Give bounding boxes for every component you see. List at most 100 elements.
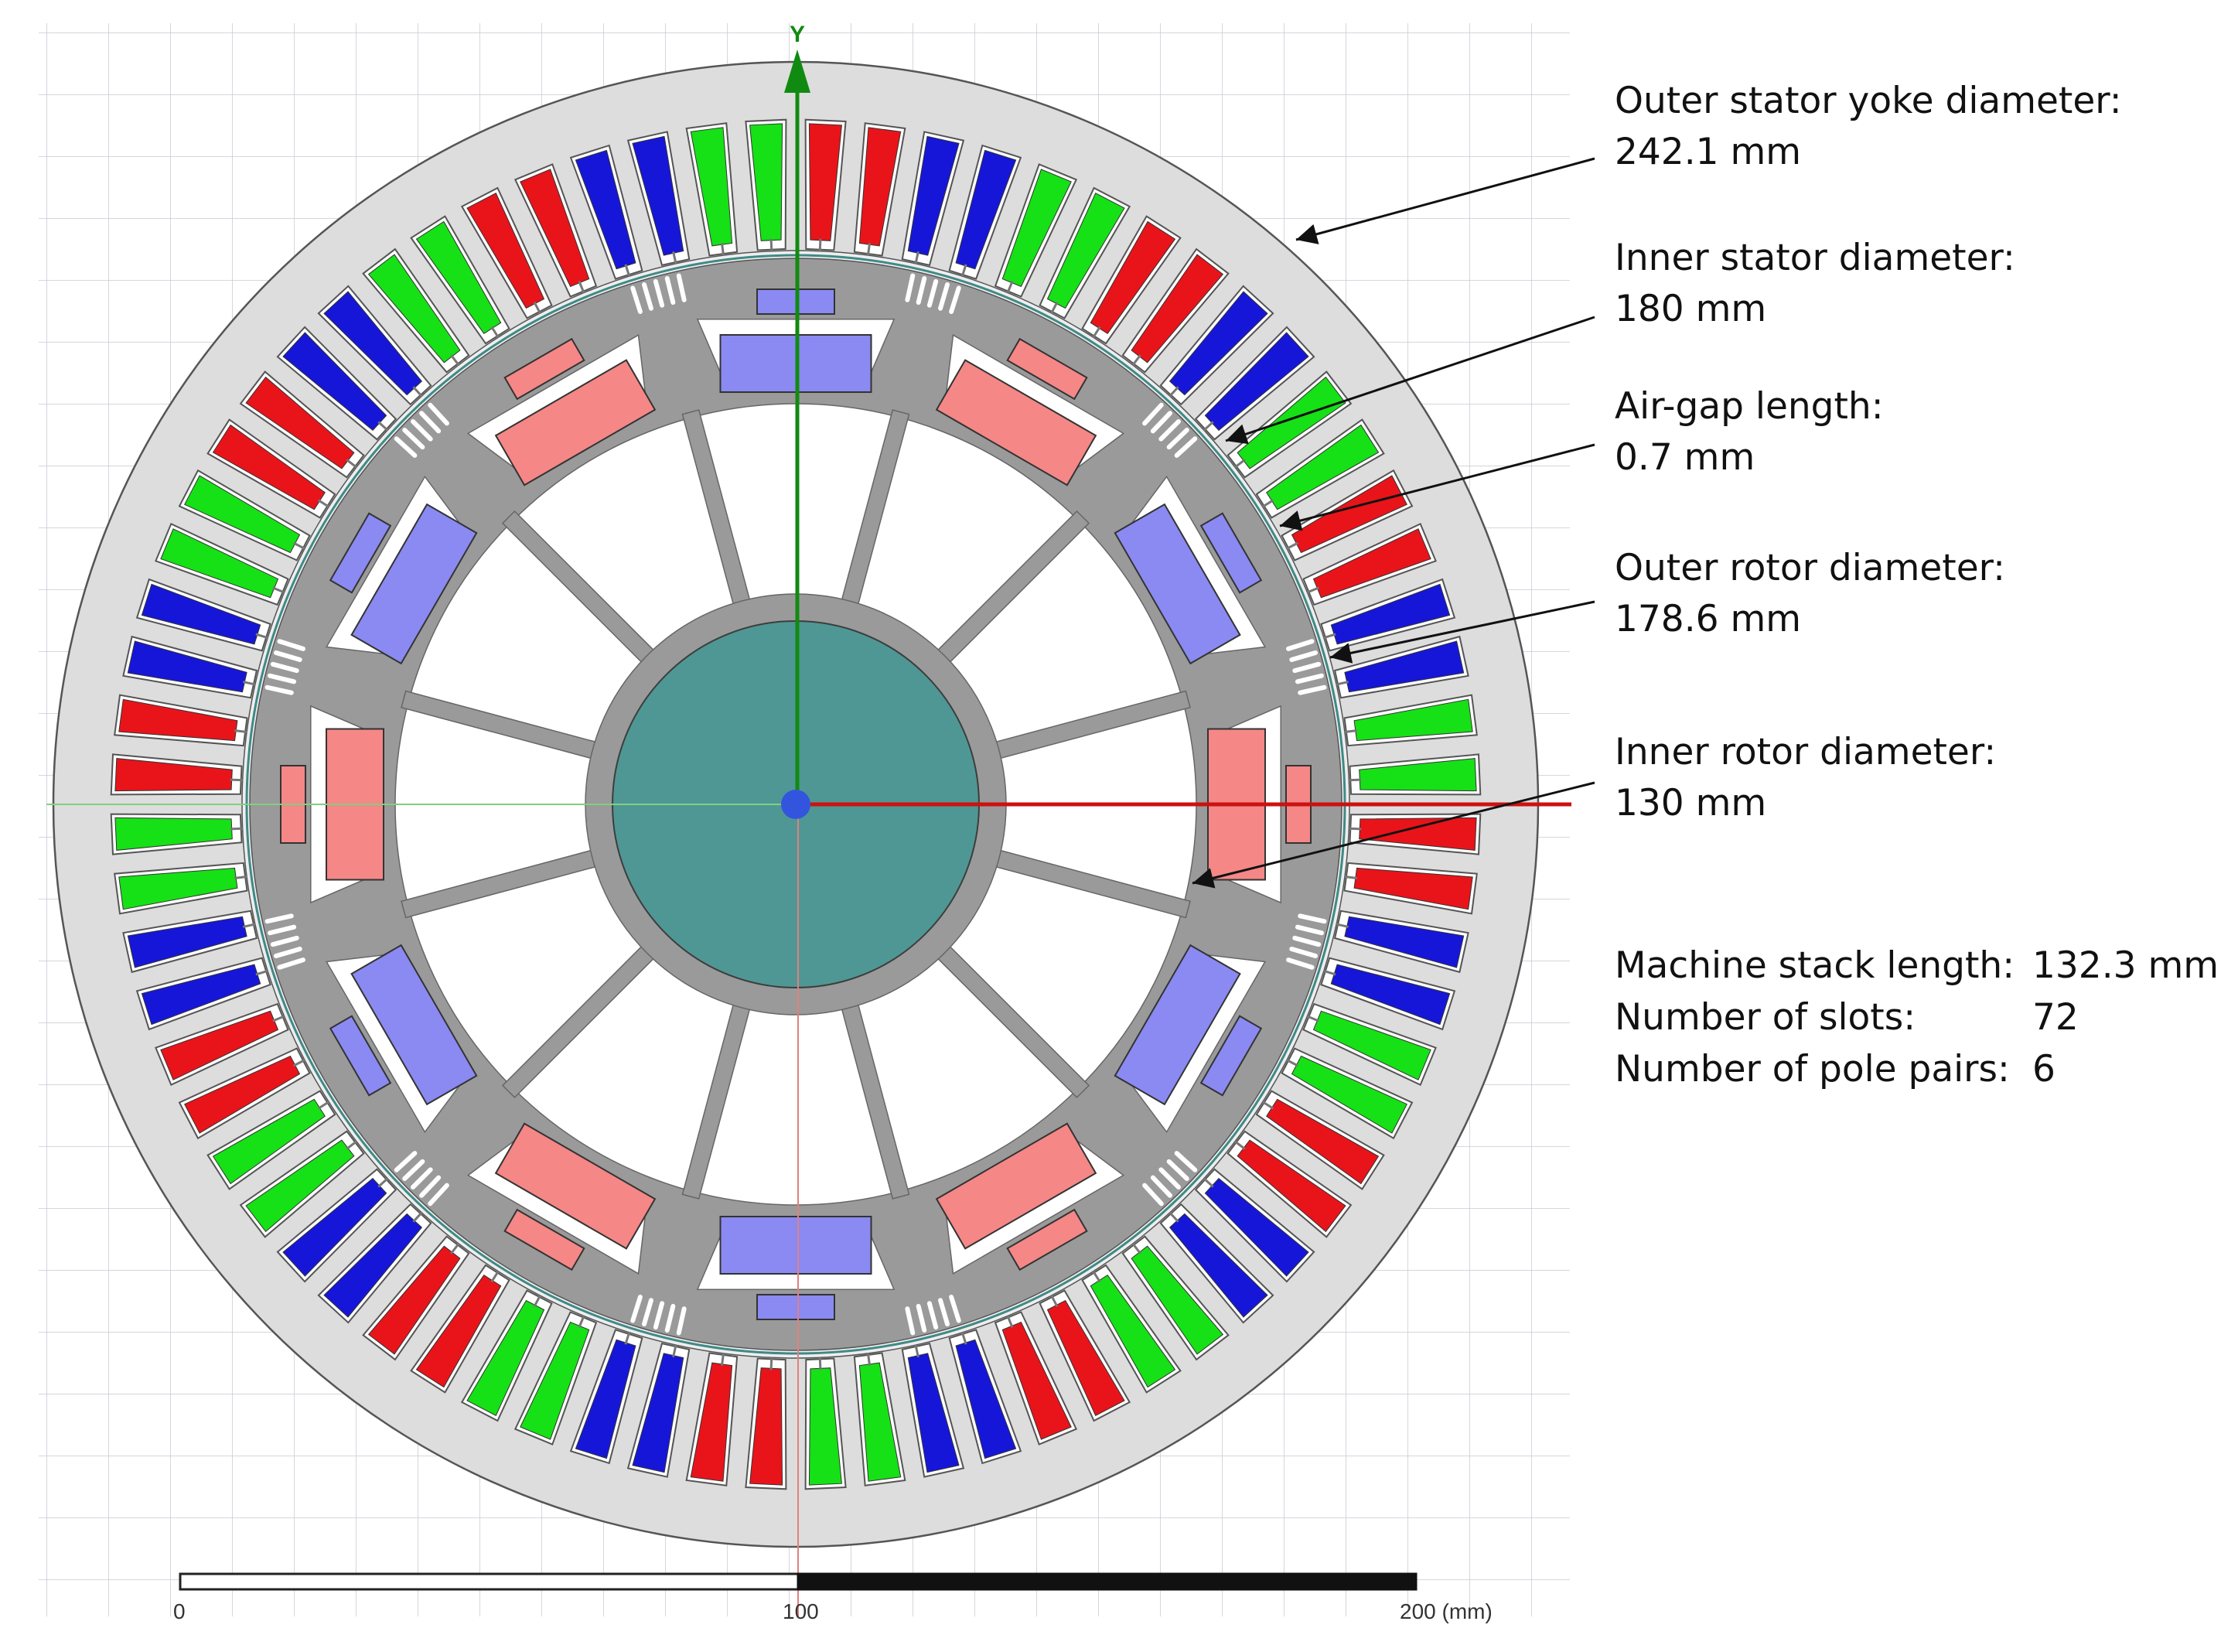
annotation-value: 130 mm: [1615, 782, 1767, 824]
scale-bar-white-segment: [179, 1572, 800, 1591]
slot-opening: [624, 1332, 631, 1345]
winding-66: [415, 220, 502, 334]
spec-label: Number of slots:: [1615, 996, 1916, 1039]
rotor-slit: [1286, 957, 1315, 970]
scale-tick-0: 0: [173, 1599, 186, 1623]
slot-opening: [1262, 499, 1274, 508]
slot-opening: [578, 281, 585, 294]
rotor-slit: [277, 957, 305, 970]
leader-inner-rotor: [1192, 781, 1595, 889]
winding-42: [466, 1299, 545, 1416]
winding-69: [575, 149, 636, 270]
rotor-slit: [411, 1167, 433, 1190]
rotor-slit: [630, 285, 643, 314]
winding-72: [749, 123, 783, 241]
rotor-slit: [949, 1295, 961, 1323]
rotor-slit: [1292, 661, 1322, 674]
rotor-slit: [926, 1301, 939, 1330]
spec-stack-length: Machine stack length: 132.3 mm: [1615, 940, 2219, 992]
rotor-slit: [394, 436, 418, 458]
rotor-slit: [1166, 1159, 1189, 1181]
winding-14: [1312, 528, 1431, 599]
annotation-leaders: [1192, 157, 1595, 889]
slot-opening: [1344, 729, 1357, 734]
annotation-label: Inner rotor diameter:: [1615, 731, 1997, 773]
winding-57: [127, 640, 247, 693]
slot-opening: [720, 1353, 725, 1366]
winding-71: [690, 127, 733, 247]
slot-opening: [1131, 1243, 1141, 1254]
machine-specs: Machine stack length: 132.3 mm Number of…: [1615, 940, 2219, 1095]
rotor-slit: [630, 1295, 643, 1323]
magnet-outer: [1006, 1208, 1088, 1271]
slot-opening: [272, 586, 285, 594]
slot-opening: [769, 1357, 773, 1370]
rotor-slit: [1150, 411, 1172, 434]
slot-opening: [1006, 1315, 1014, 1328]
stator-tooth-tips: [230, 238, 1362, 1370]
rotor-slit: [402, 428, 425, 450]
winding-62: [245, 376, 355, 469]
slot-opening: [1336, 923, 1349, 928]
origin-marker: [781, 790, 810, 819]
slot-opening: [1203, 1177, 1214, 1188]
rotor-slit: [270, 661, 299, 674]
slot-opening: [1050, 302, 1059, 314]
slot-opening: [672, 251, 677, 265]
winding-46: [282, 1177, 387, 1277]
slot-opening: [412, 1211, 423, 1223]
winding-50: [160, 1010, 279, 1080]
slot-opening: [720, 243, 725, 256]
winding-51: [141, 964, 261, 1026]
winding-64: [323, 291, 423, 396]
annotation-value: 0.7 mm: [1615, 436, 1755, 479]
magnet-outer: [1199, 512, 1263, 594]
annotation-label: Inner stator diameter:: [1615, 237, 2015, 279]
winding-24: [1291, 1055, 1407, 1134]
rotor-slit: [1142, 402, 1164, 426]
slot-opening: [1306, 1015, 1319, 1022]
rotor-slit: [264, 913, 294, 924]
stator-slots: [110, 118, 1482, 1490]
slot-opening: [1336, 681, 1349, 686]
slot-opening: [960, 264, 967, 277]
magnet-inner: [350, 944, 478, 1106]
slot-opening: [1286, 541, 1298, 550]
winding-26: [1237, 1139, 1346, 1233]
winding-20: [1353, 867, 1473, 910]
magnet-inner: [494, 359, 657, 486]
rotor-slit: [641, 282, 653, 311]
slot-opening: [377, 1177, 389, 1188]
rotor-slit: [268, 924, 297, 936]
slot-opening: [1006, 281, 1014, 294]
slot-opening: [450, 354, 460, 366]
winding-13: [1291, 475, 1407, 554]
rotor-slit: [274, 947, 302, 959]
scale-bar: [179, 1572, 1418, 1591]
rotor-slit: [394, 1151, 418, 1172]
spec-value: 72: [2032, 996, 2079, 1039]
magnet-inner: [935, 1122, 1097, 1250]
rotor-slit: [1174, 1151, 1198, 1172]
slot-opening: [1168, 1211, 1179, 1223]
slot-opening: [624, 264, 631, 277]
slot-opening: [578, 1315, 585, 1328]
winding-34: [907, 1353, 960, 1473]
rotor-slit: [1142, 1183, 1164, 1207]
rotor-slit: [1298, 684, 1327, 695]
slot-opening: [412, 386, 423, 398]
scale-bar-black-segment: [797, 1572, 1418, 1591]
rotor-slit: [1298, 913, 1327, 924]
slot-opening: [490, 1271, 500, 1283]
spec-pole-pairs: Number of pole pairs: 6: [1615, 1043, 2219, 1095]
magnet-outer: [756, 1294, 835, 1320]
winding-55: [114, 758, 233, 792]
winding-67: [466, 193, 545, 309]
winding-43: [415, 1275, 502, 1388]
slot-opening: [769, 238, 773, 251]
rotor-slit: [264, 684, 294, 695]
rotor-slit: [653, 278, 665, 308]
rotor-slit: [1158, 1167, 1181, 1190]
winding-23: [1312, 1010, 1431, 1080]
